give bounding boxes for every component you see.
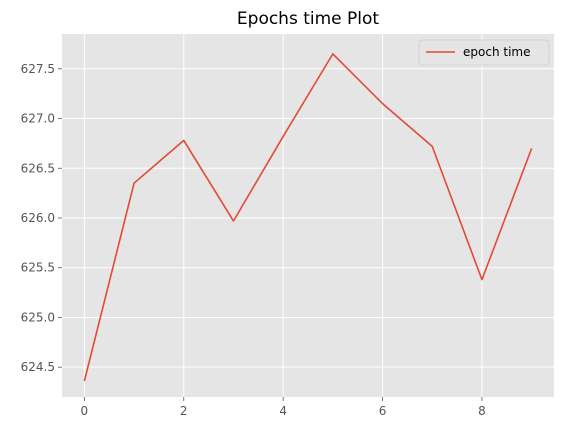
x-tick-label: 2 [180,404,188,418]
plot-background [62,34,554,397]
y-tick-label: 626.5 [21,161,55,175]
y-tick-label: 626.0 [21,211,55,225]
y-tick-label: 624.5 [21,360,55,374]
x-tick-label: 4 [279,404,287,418]
series-line [83,53,533,382]
grid [62,34,554,397]
legend-box [418,39,550,66]
y-tick-label: 625.5 [21,261,55,275]
legend: epoch time [418,39,550,66]
x-tick-label: 0 [81,404,89,418]
chart-title: Epochs time Plot [237,9,380,29]
y-tick-label: 627.5 [21,62,55,76]
x-tick-label: 8 [478,404,486,418]
x-axis-ticks: 0 2 4 6 8 [81,397,486,418]
y-tick-label: 627.0 [21,112,55,126]
x-tick-label: 6 [379,404,387,418]
series [83,53,533,382]
legend-label: epoch time [463,45,530,59]
y-tick-label: 625.0 [21,310,55,324]
y-axis-ticks: 624.5 625.0 625.5 626.0 626.5 627.0 627.5 [21,62,62,374]
